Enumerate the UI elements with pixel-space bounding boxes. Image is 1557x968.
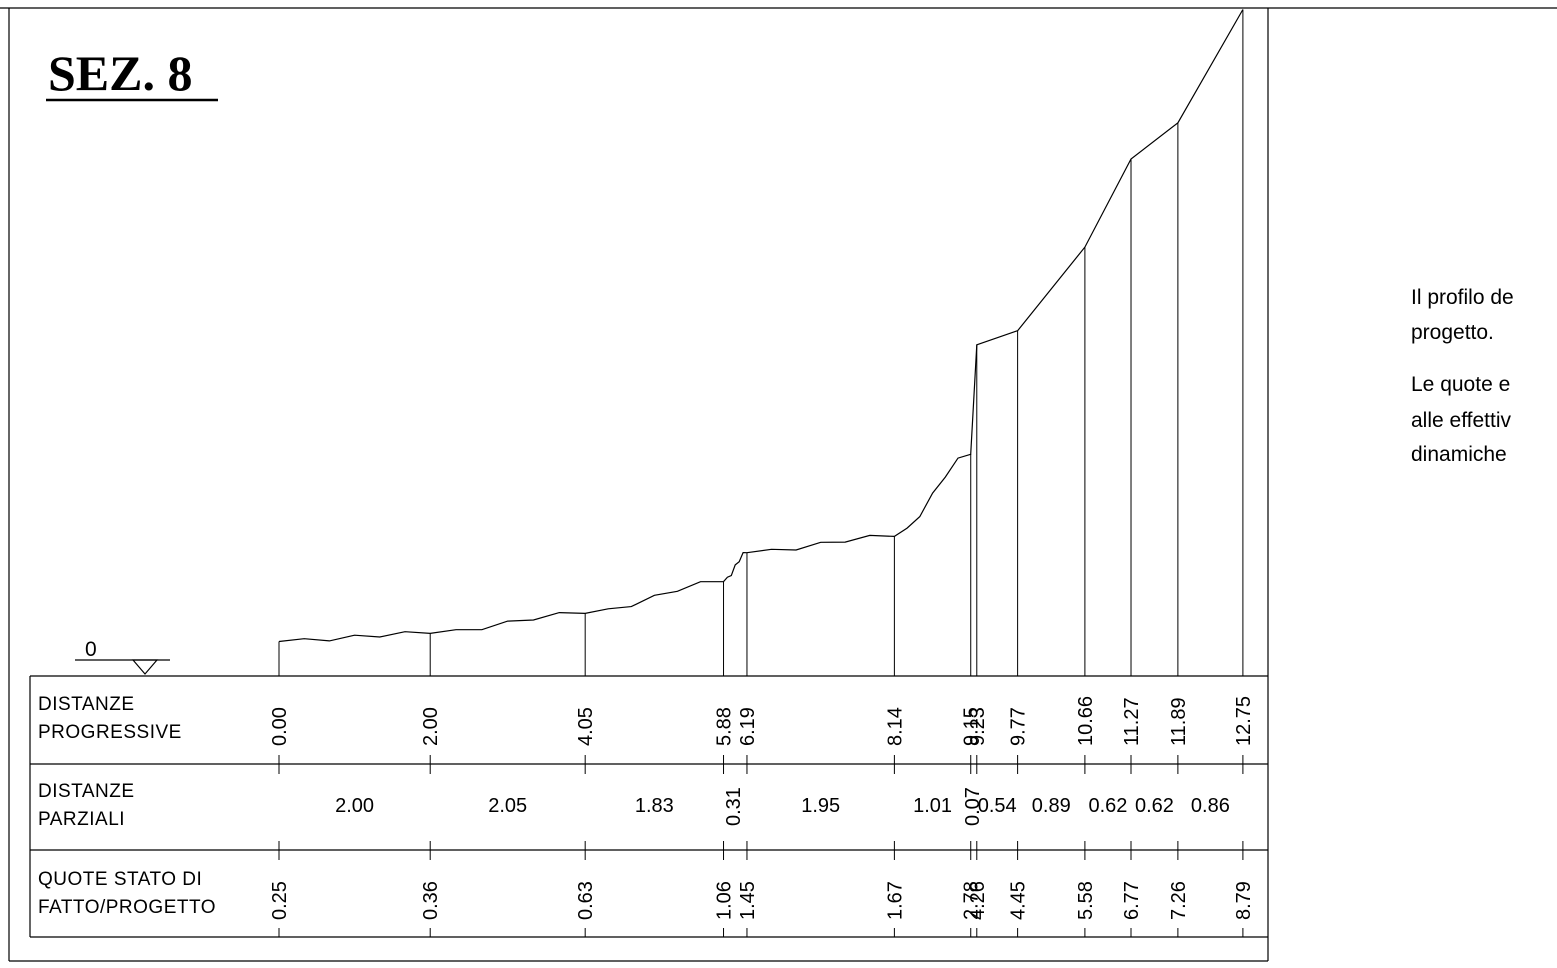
elevation-value: 1.06: [714, 881, 736, 920]
progressive-distance-value: 10.66: [1075, 696, 1097, 746]
row-label-progressive-2: PROGRESSIVE: [38, 722, 182, 743]
partial-distance-value: 0.54: [978, 795, 1017, 817]
partial-distance-value: 1.01: [913, 795, 952, 817]
terrain-profile-line: [278, 9, 1244, 643]
progressive-distance-value: 4.05: [575, 707, 597, 746]
elevation-value: 7.26: [1168, 881, 1190, 920]
elevation-value: 0.63: [575, 881, 597, 920]
partial-distance-value: 0.07: [962, 787, 984, 826]
elevation-value: 4.45: [1008, 881, 1030, 920]
progressive-distance-value: 0.00: [269, 707, 291, 746]
partial-distance-value: 0.86: [1191, 795, 1230, 817]
row-label-progressive-1: DISTANZE: [38, 694, 135, 715]
partial-distance-value: 1.83: [635, 795, 674, 817]
progressive-distance-value: 11.27: [1121, 697, 1143, 746]
elevation-value: 1.45: [737, 881, 759, 920]
row-label-elevation-1: QUOTE STATO DI: [38, 869, 202, 890]
elevation-value: 2.78: [961, 881, 983, 920]
reference-level-triangle: [131, 659, 159, 675]
section-title: SEZ. 8: [48, 45, 193, 101]
elevation-value: 5.58: [1075, 881, 1097, 920]
progressive-distance-value: 8.14: [884, 707, 906, 746]
elevation-value: 1.67: [884, 881, 906, 920]
side-note-line-5: dinamiche: [1411, 443, 1507, 466]
elevation-value: 0.36: [420, 881, 442, 920]
data-table: DISTANZE PROGRESSIVE DISTANZE PARZIALI Q…: [29, 675, 1268, 938]
partial-distance-value: 0.31: [723, 787, 745, 826]
elevation-value: 6.77: [1121, 881, 1143, 920]
partial-distance-value: 0.89: [1032, 795, 1071, 817]
progressive-distance-value: 11.89: [1168, 697, 1190, 746]
reference-level-label: 0: [85, 638, 97, 661]
row-label-elevation-2: FATTO/PROGETTO: [38, 897, 216, 918]
elevation-value: 8.79: [1233, 881, 1255, 920]
progressive-distance-value: 12.75: [1233, 696, 1255, 746]
partial-distance-value: 2.05: [488, 795, 527, 817]
station-verticals: [278, 9, 1244, 676]
progressive-distance-value: 9.77: [1008, 707, 1030, 746]
side-note-line-2: progetto.: [1411, 321, 1494, 344]
row-label-partial-1: DISTANZE: [38, 781, 135, 802]
progressive-distance-value: 9.15: [961, 707, 983, 746]
elevation-value: 0.25: [269, 881, 291, 920]
side-note-line-1: Il profilo de: [1411, 286, 1514, 309]
side-note-line-4: alle effettiv: [1411, 409, 1512, 432]
progressive-distance-value: 9.23: [967, 707, 989, 746]
side-note-line-3: Le quote e: [1411, 373, 1511, 396]
partial-distance-value: 1.95: [801, 795, 840, 817]
partial-distance-value: 0.62: [1088, 795, 1127, 817]
progressive-distance-value: 5.88: [714, 707, 736, 746]
progressive-distance-value: 2.00: [420, 707, 442, 746]
elevation-value: 4.26: [967, 881, 989, 920]
row-label-partial-2: PARZIALI: [38, 809, 125, 830]
partial-distance-value: 0.62: [1135, 795, 1174, 817]
partial-distance-value: 2.00: [335, 795, 374, 817]
progressive-distance-value: 6.19: [737, 707, 759, 746]
